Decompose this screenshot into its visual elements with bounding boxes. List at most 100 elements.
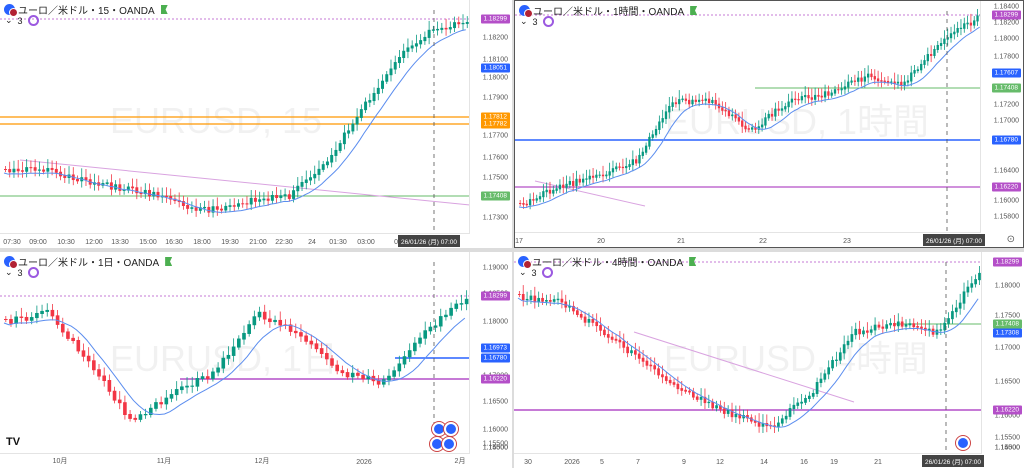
candle (835, 359, 838, 362)
price-badge[interactable]: 1.18299 (480, 291, 510, 301)
collapse-chevron-icon[interactable]: ⌄ (520, 16, 528, 26)
candle (152, 191, 156, 197)
candle (760, 124, 764, 128)
candle (916, 326, 919, 328)
candle (232, 205, 236, 207)
candle (684, 98, 688, 101)
time-axis[interactable]: 07:30 09:00 10:30 12:00 13:30 15:00 16:30 18:00… (0, 233, 470, 248)
candle (807, 95, 810, 99)
watermark: EURUSD, 4時間 (664, 338, 929, 379)
time-tick: 17 (515, 238, 523, 245)
candle (583, 316, 587, 323)
symbol-header[interactable]: ユーロ／米ドル・4時間・OANDA (518, 254, 697, 269)
symbol-title[interactable]: ユーロ／米ドル・4時間・OANDA (532, 258, 684, 269)
price-badge[interactable]: 1.18051 (480, 63, 510, 73)
price-badge[interactable]: 1.16220 (991, 182, 1021, 192)
price-badge[interactable]: 1.16220 (992, 405, 1022, 415)
candle (164, 397, 169, 405)
candle (757, 421, 761, 427)
price-badge[interactable]: 1.17408 (480, 191, 510, 201)
candle (711, 401, 715, 409)
candle (453, 22, 457, 29)
green-flag-icon (160, 5, 168, 14)
indicator-icon[interactable] (542, 16, 554, 27)
indicator-icon[interactable] (27, 15, 39, 26)
candle (653, 365, 657, 370)
candle (278, 319, 283, 326)
candle (542, 191, 545, 198)
symbol-title[interactable]: ユーロ／米ドル・1時間・OANDA (533, 7, 685, 18)
candle (939, 329, 943, 331)
candle (951, 311, 954, 320)
price-badge[interactable]: 1.16220 (480, 374, 510, 384)
event-marker-icon[interactable] (444, 422, 458, 436)
price-tick: 1.16400 (993, 167, 1019, 175)
price-badge[interactable]: 1.16780 (480, 353, 510, 363)
price-axis[interactable]: 1.18000 1.17500 1.17000 1.16500 1.16000 1.155… (981, 252, 1024, 468)
price-badge[interactable]: 1.17308 (992, 328, 1022, 338)
candle (325, 353, 329, 360)
settings-gear-icon[interactable]: ⊙ (1006, 234, 1015, 245)
candle (644, 145, 648, 153)
chart-pane-15m[interactable]: EURUSD, 15 ユーロ／米ドル・15・OANDA ⌄ 3 1.18200 1.… (0, 0, 512, 248)
price-badge[interactable]: 1.18299 (480, 14, 510, 24)
chart-area[interactable] (0, 252, 512, 468)
price-badge[interactable]: 1.17812 (480, 112, 510, 122)
price-badge[interactable]: 1.17408 (992, 319, 1022, 329)
candle (92, 360, 96, 371)
indicator-icon[interactable] (27, 267, 39, 278)
symbol-header[interactable]: ユーロ／米ドル・15・OANDA (4, 2, 168, 17)
symbol-header[interactable]: ユーロ／米ドル・1日・OANDA (4, 254, 173, 269)
price-badge[interactable]: 1.17408 (991, 83, 1021, 93)
level-line (534, 180, 646, 207)
candle (29, 167, 33, 169)
candle (796, 402, 800, 406)
price-axis[interactable]: 1.18200 1.18100 1.18000 1.17900 1.17700 1.176… (469, 0, 512, 248)
green-flag-icon (690, 6, 698, 15)
time-axis[interactable]: 30 2026 5 7 9 12 14 16 19 21 26/01/26 (月) 07:00 (514, 453, 985, 468)
price-badge[interactable]: 1.17607 (991, 68, 1021, 78)
indicator-row[interactable]: ⌄ 3 (519, 267, 553, 278)
time-tick: 2026 (564, 459, 580, 466)
candle (676, 383, 680, 390)
price-axis[interactable]: 1.190001.185001.180001.175001.170001.165… (469, 252, 512, 468)
candle (118, 184, 122, 191)
price-badge[interactable]: 1.18299 (991, 10, 1021, 20)
symbol-header[interactable]: ユーロ／米ドル・1時間・OANDA (519, 3, 698, 18)
chart-pane-1h[interactable]: EURUSD, 1時間 ユーロ／米ドル・1時間・OANDA ⌄ 3 1.18400… (514, 0, 1024, 248)
indicator-icon[interactable] (541, 267, 553, 278)
event-marker-icon[interactable] (956, 436, 970, 450)
symbol-title[interactable]: ユーロ／米ドル・1日・OANDA (18, 258, 160, 269)
tradingview-logo[interactable]: TV (6, 436, 21, 448)
indicator-row[interactable]: ⌄ 3 (520, 16, 554, 27)
price-badge[interactable]: 1.18299 (992, 257, 1022, 267)
collapse-chevron-icon[interactable]: ⌄ (5, 267, 13, 277)
candle (185, 385, 189, 388)
price-badge[interactable]: 1.16973 (480, 343, 510, 353)
indicator-row[interactable]: ⌄ 3 (5, 15, 39, 26)
candle (109, 182, 113, 190)
time-axis[interactable]: 10月 11月 12月 2026 2月 (0, 453, 470, 468)
chart-area[interactable] (514, 252, 1024, 468)
price-badge[interactable]: 1.16780 (991, 135, 1021, 145)
chart-area[interactable] (0, 0, 512, 248)
time-tick: 21 (874, 459, 882, 466)
time-tick: 22 (759, 238, 767, 245)
indicator-row[interactable]: ⌄ 3 (5, 267, 39, 278)
time-axis[interactable]: 17 20 21 22 23 26/01/26 (月) 07:00 (515, 232, 986, 247)
price-badge[interactable]: 1.17782 (480, 119, 510, 129)
event-marker-icon[interactable] (442, 437, 456, 451)
eur-usd-flag-icon (4, 256, 18, 269)
price-axis[interactable]: 1.184001.182001.180001.178001.176001.172… (980, 1, 1023, 247)
time-tick: 19:30 (221, 239, 239, 246)
collapse-chevron-icon[interactable]: ⌄ (519, 267, 527, 277)
chart-pane-4h[interactable]: EURUSD, 4時間 ユーロ／米ドル・4時間・OANDA ⌄ 3 1.18000… (514, 252, 1024, 468)
chart-area[interactable] (515, 1, 1024, 248)
symbol-title[interactable]: ユーロ／米ドル・15・OANDA (18, 6, 155, 17)
candle (24, 316, 29, 321)
candle (827, 367, 831, 375)
candle (4, 169, 7, 171)
candle (46, 168, 50, 172)
collapse-chevron-icon[interactable]: ⌄ (5, 15, 13, 25)
chart-pane-1d[interactable]: EURUSD, 1日 ユーロ／米ドル・1日・OANDA ⌄ 3 1.19000 1.… (0, 252, 512, 468)
